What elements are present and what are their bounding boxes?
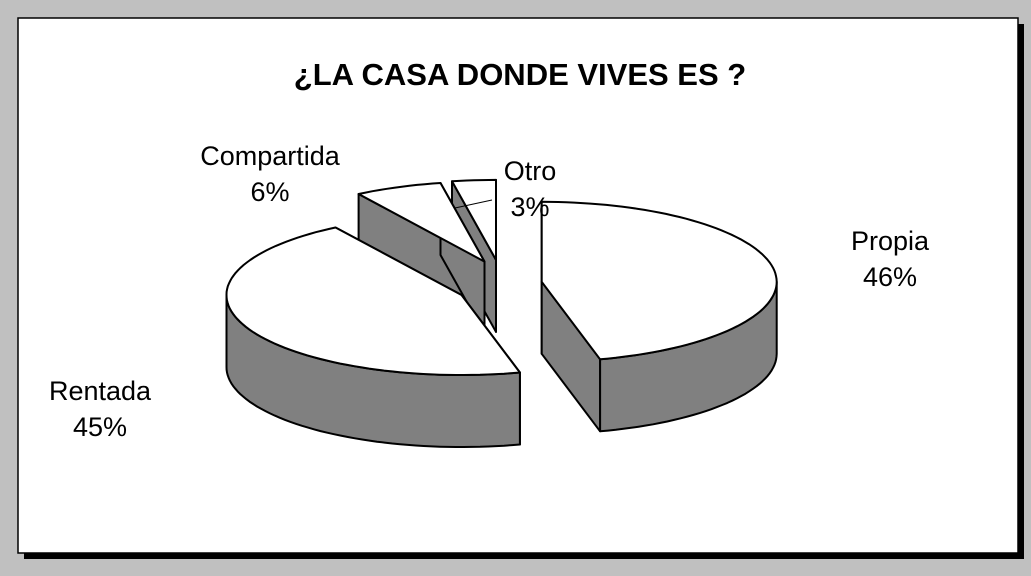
slice-value-label: 6% — [250, 177, 289, 207]
slice-label: Rentada — [49, 376, 152, 406]
labels: Propia 46% Rentada 45% Compartida 6% Otro 3% — [49, 141, 930, 442]
slice-value-label: 46% — [863, 262, 917, 292]
pie-slice — [225, 226, 521, 448]
slice-label: Otro — [504, 156, 557, 186]
slice-value-label: 45% — [73, 412, 127, 442]
leader-line — [454, 199, 493, 209]
pie — [225, 178, 778, 448]
slice-top — [451, 178, 497, 261]
slice-value-label: 3% — [510, 192, 549, 222]
slice-top — [540, 200, 778, 361]
pie-slice — [540, 200, 778, 433]
slice-top — [225, 226, 521, 376]
slice-label: Compartida — [200, 141, 341, 171]
chart-title: ¿LA CASA DONDE VIVES ES ? — [294, 57, 746, 92]
panel — [17, 17, 1019, 554]
slice-top — [357, 182, 486, 263]
slice-label: Propia — [851, 226, 930, 256]
